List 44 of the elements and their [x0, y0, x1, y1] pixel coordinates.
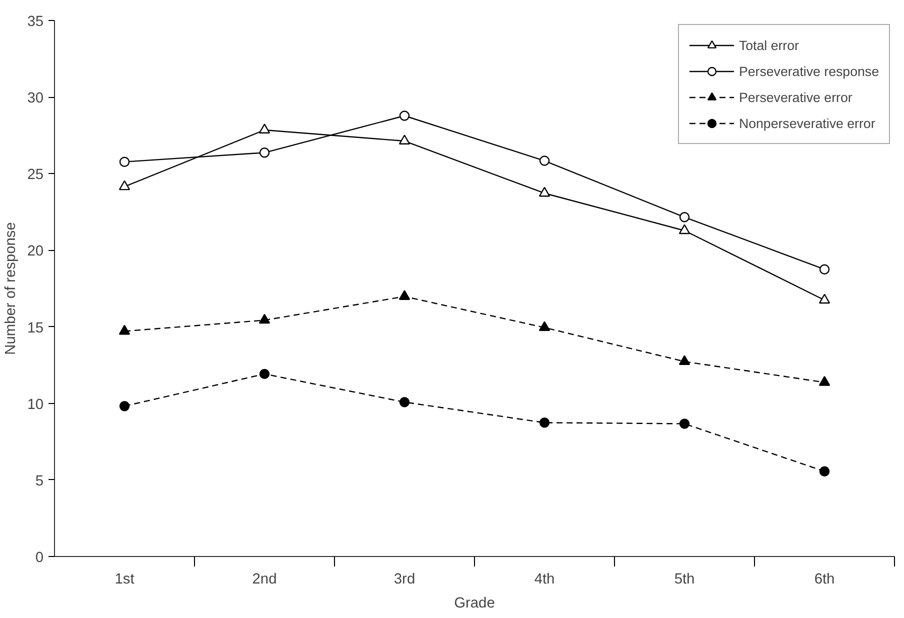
- point: [678, 355, 690, 366]
- y-tick-label: 0: [35, 550, 44, 566]
- point: [398, 290, 410, 300]
- y-tick-label: 10: [27, 396, 44, 413]
- x-tick-label: 5th: [674, 572, 695, 588]
- y-tick-label: 25: [27, 167, 44, 184]
- point: [119, 156, 130, 167]
- point: [819, 264, 830, 274]
- point: [119, 401, 130, 412]
- point: [259, 148, 270, 158]
- point: [118, 180, 130, 190]
- point: [818, 294, 830, 304]
- point: [399, 397, 410, 408]
- y-tick-label: 5: [35, 473, 44, 490]
- point: [819, 466, 830, 476]
- x-tick-label: 6th: [814, 572, 835, 588]
- legend-label: Perseverative error: [738, 90, 852, 104]
- y-tick-label: 30: [27, 90, 44, 107]
- point: [399, 110, 410, 121]
- point: [538, 186, 550, 197]
- y-tick-label: 20: [27, 244, 44, 260]
- point: [538, 321, 550, 332]
- x-tick-label: 3rd: [394, 572, 416, 588]
- x-axis-title: Grade: [454, 596, 495, 612]
- x-tick-label: 2nd: [252, 572, 277, 588]
- x-tick-label: 4th: [534, 572, 555, 588]
- y-axis-title: Number of response: [3, 222, 20, 355]
- point: [539, 156, 550, 166]
- point: [539, 418, 550, 428]
- y-tick-label: 35: [27, 14, 44, 30]
- point: [398, 134, 410, 145]
- point: [679, 212, 690, 222]
- point: [259, 368, 270, 380]
- point: [258, 314, 270, 324]
- point: [679, 418, 690, 429]
- legend-label: Nonperseverative error: [738, 116, 876, 130]
- x-tick-label: 1st: [114, 572, 134, 588]
- point: [118, 324, 130, 335]
- point: [258, 124, 270, 134]
- point: [678, 224, 690, 234]
- legend-label: Total error: [738, 38, 799, 52]
- point: [818, 376, 830, 386]
- y-tick-label: 15: [27, 320, 44, 336]
- legend-label: Perseverative response: [738, 64, 879, 78]
